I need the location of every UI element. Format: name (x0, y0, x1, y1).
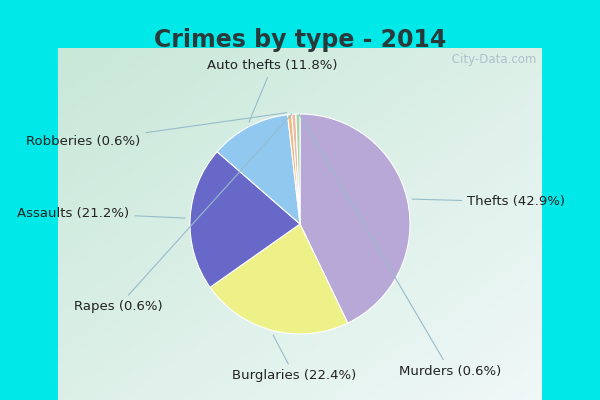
Wedge shape (190, 152, 300, 287)
Wedge shape (292, 114, 300, 224)
Text: Thefts (42.9%): Thefts (42.9%) (412, 196, 565, 208)
Text: Crimes by type - 2014: Crimes by type - 2014 (154, 28, 446, 52)
Text: City-Data.com: City-Data.com (448, 54, 536, 66)
Text: Robberies (0.6%): Robberies (0.6%) (26, 113, 287, 148)
Text: Murders (0.6%): Murders (0.6%) (299, 114, 501, 378)
Wedge shape (296, 114, 300, 224)
Wedge shape (300, 114, 410, 323)
Text: Rapes (0.6%): Rapes (0.6%) (74, 114, 292, 313)
Text: Burglaries (22.4%): Burglaries (22.4%) (232, 335, 356, 382)
Wedge shape (210, 224, 348, 334)
Wedge shape (287, 114, 300, 224)
Text: Assaults (21.2%): Assaults (21.2%) (17, 206, 185, 220)
Wedge shape (217, 115, 300, 224)
Text: Auto thefts (11.8%): Auto thefts (11.8%) (207, 59, 338, 122)
